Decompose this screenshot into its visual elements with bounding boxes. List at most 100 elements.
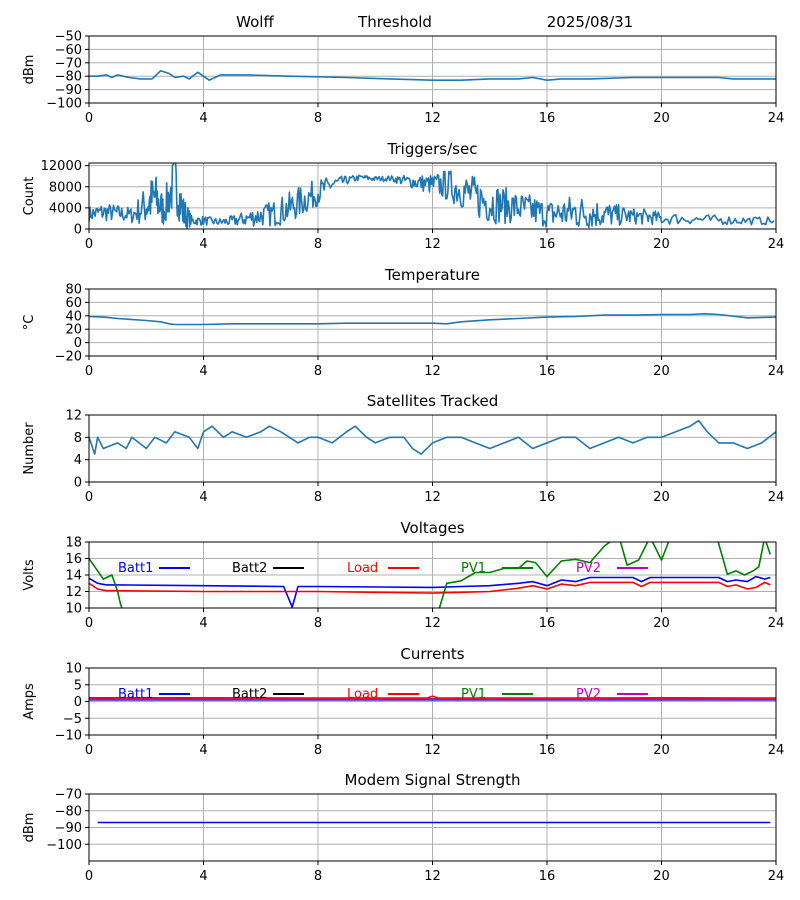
y-axis-label: °C [22, 315, 37, 331]
x-tick-label: 4 [199, 616, 207, 631]
x-tick-label: 8 [314, 490, 322, 505]
legend-label-load: Load [347, 561, 378, 576]
x-tick-label: 20 [653, 616, 670, 631]
y-tick-label: 0 [74, 223, 82, 238]
x-tick-label: 0 [85, 743, 93, 758]
x-tick-label: 20 [653, 364, 670, 379]
y-tick-label: −90 [55, 821, 82, 836]
x-tick-label: 20 [653, 869, 670, 884]
y-tick-label: 8000 [49, 180, 82, 195]
y-tick-label: 14 [65, 569, 82, 584]
chart-title: Voltages [400, 519, 464, 537]
y-tick-label: 5 [74, 678, 82, 693]
x-tick-label: 24 [768, 616, 785, 631]
x-tick-label: 0 [85, 616, 93, 631]
x-tick-label: 0 [85, 364, 93, 379]
y-axis-label: Amps [22, 683, 37, 720]
y-axis-label: Number [22, 422, 37, 475]
chart-title: Triggers/sec [387, 140, 478, 158]
y-tick-label: 16 [65, 552, 82, 567]
x-tick-label: 12 [424, 743, 441, 758]
y-tick-label: −50 [55, 30, 82, 45]
panel-triggers: 0 4 8 12 16 20 24 0 4000 8000 12000 Triggers/sec Cou… [22, 140, 784, 252]
y-tick-label: −5 [63, 712, 82, 727]
panel-threshold: 0 4 8 12 16 20 24 −100−90−80−70−60−50 dBm [22, 30, 784, 127]
x-tick-label: 16 [539, 490, 556, 505]
y-tick-label: −60 [55, 43, 82, 58]
y-tick-label: 0 [74, 336, 82, 351]
x-tick-label: 0 [85, 869, 93, 884]
x-tick-label: 16 [539, 364, 556, 379]
x-tick-label: 12 [424, 237, 441, 252]
x-tick-label: 8 [314, 237, 322, 252]
y-tick-label: 12 [65, 409, 82, 424]
x-tick-label: 4 [199, 364, 207, 379]
y-tick-label: 12000 [41, 159, 82, 174]
x-tick-label: 16 [539, 743, 556, 758]
x-tick-label: 4 [199, 237, 207, 252]
y-tick-label: 18 [65, 536, 82, 551]
y-tick-label: 10 [65, 602, 82, 617]
y-tick-label: −20 [55, 350, 82, 365]
x-tick-label: 4 [199, 743, 207, 758]
x-tick-label: 4 [199, 869, 207, 884]
y-tick-label: −100 [46, 838, 82, 853]
y-tick-label: −70 [55, 788, 82, 803]
x-tick-label: 12 [424, 616, 441, 631]
chart-title: Satellites Tracked [367, 392, 498, 410]
series-line-load [89, 581, 771, 594]
x-tick-label: 4 [199, 490, 207, 505]
y-tick-label: 12 [65, 585, 82, 600]
y-axis-label: dBm [22, 55, 37, 85]
y-tick-label: −10 [55, 729, 82, 744]
y-tick-label: −70 [55, 56, 82, 71]
legend-label-batt1: Batt1 [118, 561, 153, 576]
y-tick-label: −90 [55, 83, 82, 98]
x-tick-label: 4 [199, 111, 207, 126]
panel-currents: 0 4 8 12 16 20 24 −10 −5 0 510 Currents Amps Batt1 Bat… [22, 645, 784, 758]
panel-satellites: 0 4 8 12 16 20 24 0 4 8 12 Satellites Tracked Number [22, 392, 784, 505]
x-tick-label: 24 [768, 364, 785, 379]
legend-label-batt2: Batt2 [232, 687, 267, 702]
y-tick-label: 20 [65, 323, 82, 338]
chart-title: Currents [400, 645, 464, 663]
y-tick-label: −80 [55, 804, 82, 819]
x-tick-label: 8 [314, 111, 322, 126]
x-tick-label: 0 [85, 111, 93, 126]
series-line-load [89, 695, 776, 699]
legend-label-batt2: Batt2 [232, 561, 267, 576]
y-tick-label: 4 [74, 453, 82, 468]
panel-modem: 0 4 8 12 16 20 24 −100 −90 −80−70 Modem Signal Str… [22, 771, 784, 884]
series-line [89, 70, 776, 81]
y-tick-label: 10 [65, 662, 82, 677]
y-axis-label: dBm [22, 813, 37, 843]
legend-label-pv1: PV1 [461, 561, 486, 576]
x-tick-label: 8 [314, 743, 322, 758]
series-line-pv1 [89, 542, 772, 608]
series-line [89, 312, 776, 326]
y-axis-label: Count [22, 177, 37, 216]
legend-label-pv2: PV2 [576, 561, 601, 576]
x-tick-label: 20 [653, 237, 670, 252]
x-tick-label: 20 [653, 743, 670, 758]
legend-label-pv2: PV2 [576, 687, 601, 702]
x-tick-label: 12 [424, 869, 441, 884]
x-tick-label: 12 [424, 490, 441, 505]
y-tick-label: 0 [74, 476, 82, 491]
x-tick-label: 8 [314, 616, 322, 631]
series-line [89, 163, 775, 229]
x-tick-label: 24 [768, 869, 785, 884]
x-tick-label: 24 [768, 490, 785, 505]
y-tick-label: −80 [55, 70, 82, 85]
y-tick-label: 40 [65, 309, 82, 324]
x-tick-label: 24 [768, 111, 785, 126]
station-name: Wolff [236, 13, 274, 31]
mode-label: Threshold [357, 13, 432, 31]
y-tick-label: 80 [65, 283, 82, 298]
series-line-batt1 [89, 575, 771, 608]
x-tick-label: 8 [314, 364, 322, 379]
x-tick-label: 12 [424, 364, 441, 379]
y-tick-label: 60 [65, 296, 82, 311]
